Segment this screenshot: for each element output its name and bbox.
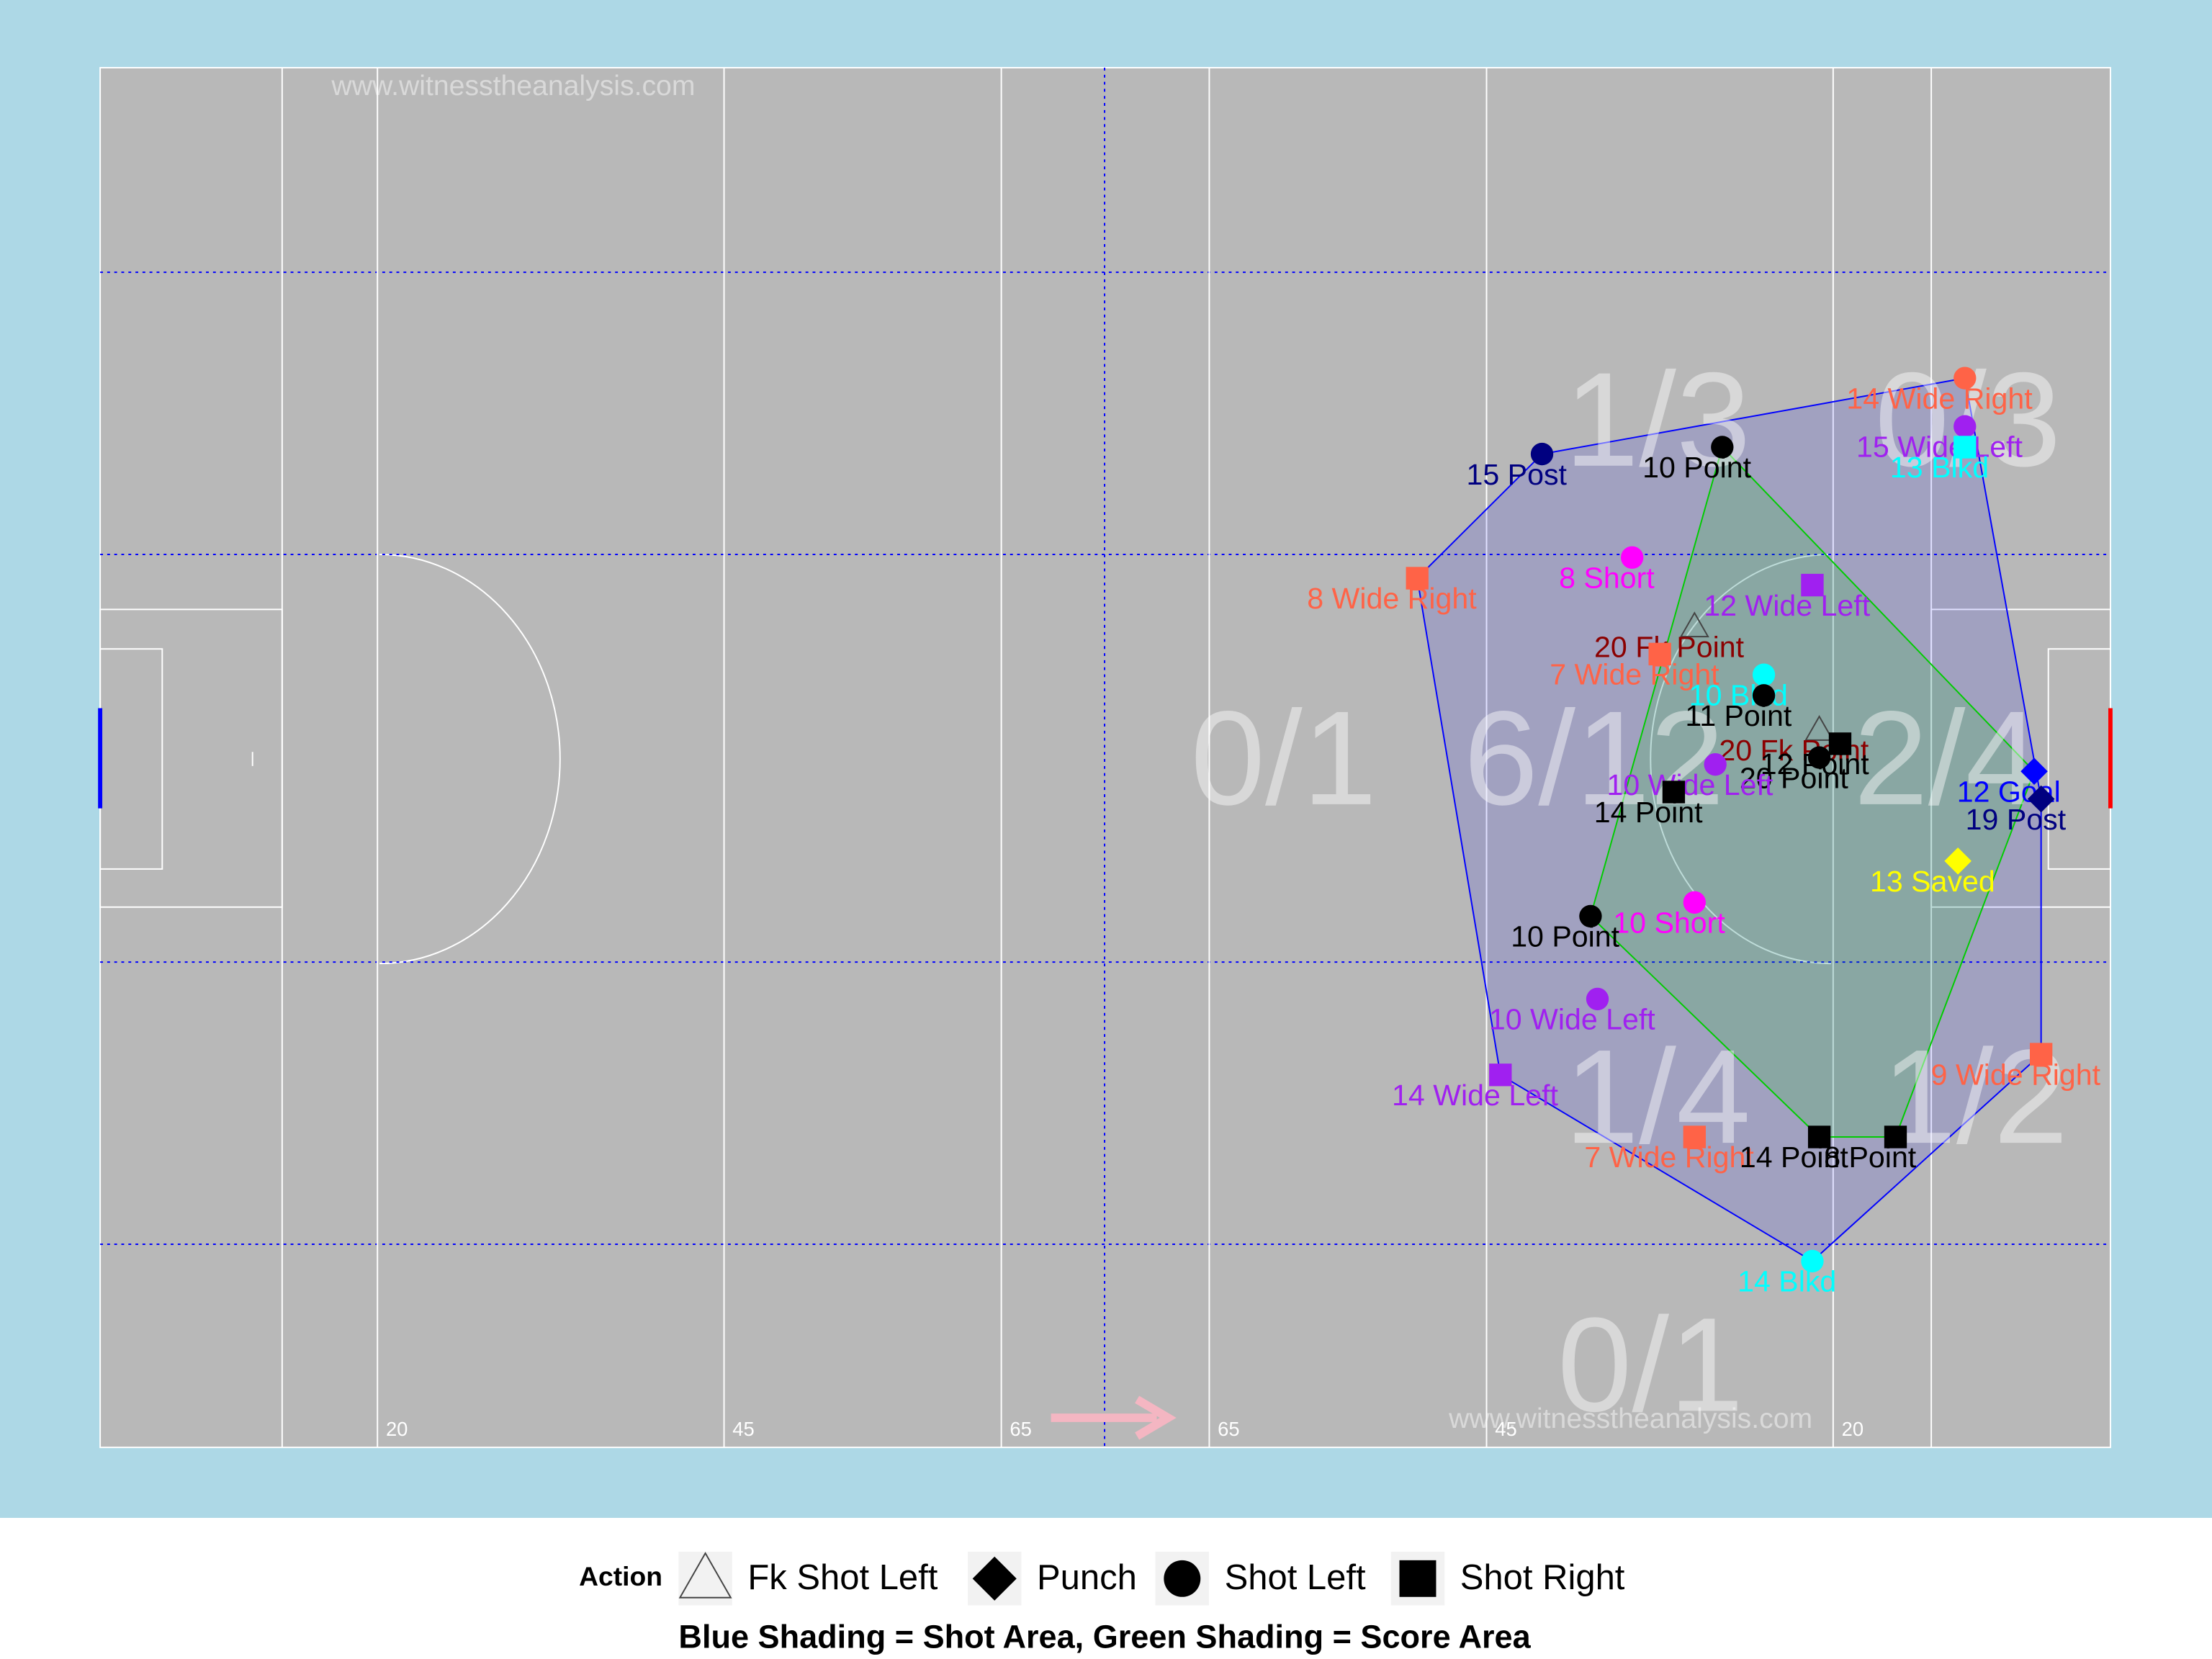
x-tick-label: 65 — [1010, 1418, 1031, 1440]
arc — [1650, 553, 1832, 965]
shot-label: 8 Point — [1824, 1141, 1917, 1174]
watermark: www.witnesstheanalysis.com — [1448, 1403, 1812, 1434]
shot-marker — [1648, 642, 1671, 666]
shot-marker — [1621, 546, 1644, 569]
shot-marker — [1752, 684, 1776, 707]
shot-marker — [1954, 415, 1977, 438]
shot-label: 19 Post — [1966, 803, 2067, 836]
shot-label: 7 Wide Right — [1550, 658, 1719, 691]
shot-label: 12 Point — [1761, 747, 1869, 781]
score-area — [1589, 446, 2036, 1138]
shot-area — [1416, 377, 2042, 1262]
shot-marker — [1884, 1125, 1907, 1148]
shot-marker — [2029, 1043, 2053, 1066]
zone-label: 0/1 — [1557, 1290, 1744, 1439]
shot-label: 14 Point — [1594, 796, 1703, 829]
shot-label: 12 Wide Left — [1704, 589, 1870, 622]
shot-marker — [1406, 567, 1429, 590]
shot-marker — [1679, 611, 1709, 638]
arrow-head — [1135, 1395, 1177, 1440]
zone-label: 1/4 — [1565, 1022, 1751, 1172]
shot-label: 14 Blkd — [1737, 1265, 1836, 1298]
shot-marker — [1954, 436, 1977, 459]
shot-label: 14 Point — [1740, 1141, 1848, 1174]
zone-label: 0/1 — [1190, 684, 1377, 833]
legend-background — [0, 1518, 2212, 1659]
shot-marker — [1683, 1125, 1706, 1148]
legend-symbol — [678, 1552, 732, 1599]
shot-label: 10 Point — [1642, 451, 1751, 484]
x-tick-label: 45 — [732, 1418, 754, 1440]
watermark: www.witnesstheanalysis.com — [331, 71, 695, 102]
shot-label: 10 Short — [1613, 906, 1725, 939]
legend-title: Action — [579, 1561, 662, 1591]
shot-marker — [1530, 442, 1554, 466]
shot-marker — [1586, 987, 1609, 1011]
shot-marker — [1704, 752, 1727, 776]
shot-marker — [1807, 746, 1831, 769]
legend-key — [678, 1552, 732, 1606]
shot-label: 14 Wide Left — [1392, 1079, 1558, 1112]
x-tick-label: 65 — [1218, 1418, 1239, 1440]
shot-marker — [1801, 1249, 1824, 1273]
shot-label: 8 Short — [1559, 561, 1655, 594]
direction-arrow — [1051, 1395, 1177, 1440]
arc — [379, 553, 561, 965]
shot-label: 7 Wide Right — [1584, 1141, 1754, 1174]
zone-label: 6/12 — [1464, 684, 1725, 833]
shot-marker — [1662, 781, 1686, 804]
shot-label: 10 Point — [1511, 920, 1619, 953]
shot-label: 10 Wide Left — [1489, 1003, 1655, 1036]
shot-label: 9 Wide Right — [1931, 1058, 2101, 1091]
shot-marker — [2020, 757, 2048, 786]
shot-label: 14 Wide Right — [1846, 382, 2033, 415]
shot-marker — [1801, 573, 1824, 597]
legend-label: Fk Shot Left — [747, 1558, 938, 1597]
shot-marker — [1579, 904, 1602, 928]
shot-marker — [1804, 714, 1835, 741]
shot-marker — [1807, 1125, 1831, 1148]
shot-label: 15 Wide Left — [1856, 430, 2023, 463]
shot-label: 13 Blkd — [1890, 451, 1989, 484]
shot-label: 13 Saved — [1870, 865, 1995, 898]
shot-marker — [1489, 1064, 1512, 1087]
shot-marker — [1683, 891, 1706, 914]
legend-symbol — [1164, 1560, 1201, 1597]
x-tick-label: 20 — [386, 1418, 408, 1440]
shot-marker — [1752, 663, 1776, 686]
shot-marker — [1954, 367, 1977, 390]
shot-marker — [1828, 732, 1852, 755]
shot-label: 20 Point — [1740, 761, 1848, 794]
x-tick-label: 20 — [1842, 1418, 1863, 1440]
caption: Blue Shading = Shot Area, Green Shading … — [678, 1618, 1531, 1655]
legend-symbol — [1399, 1560, 1437, 1597]
shot-label: 8 Wide Right — [1307, 582, 1477, 615]
shot-label: 11 Point — [1685, 699, 1791, 732]
shot-label: 15 Post — [1467, 458, 1568, 491]
legend-label: Shot Right — [1460, 1558, 1625, 1597]
shot-marker — [1944, 847, 1972, 875]
zone-label: 1/3 — [1565, 346, 1751, 495]
dotted-lines — [100, 68, 2110, 1448]
shot-label: 10 Wide Left — [1606, 768, 1773, 801]
shot-marker — [1711, 436, 1734, 459]
x-tick-label: 45 — [1495, 1418, 1516, 1440]
legend-label: Punch — [1037, 1558, 1137, 1597]
zone-label: 2/4 — [1853, 684, 2040, 833]
legend-label: Shot Left — [1225, 1558, 1366, 1597]
